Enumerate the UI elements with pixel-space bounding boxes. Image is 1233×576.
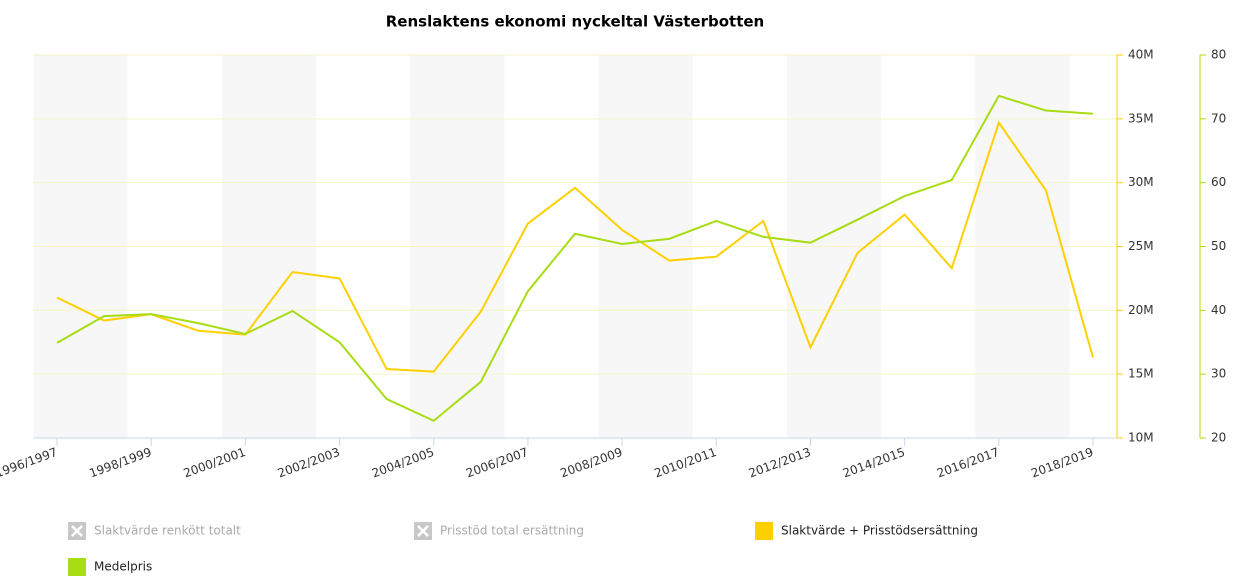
legend-icon	[755, 522, 773, 540]
y-tick-label: 40M	[1128, 48, 1154, 62]
x-tick-label: 2014/2015	[841, 445, 907, 480]
legend-item[interactable]: Slaktvärde renkött totalt	[68, 522, 241, 540]
x-tick-label: 2004/2005	[370, 445, 436, 480]
y2-tick-label: 60	[1211, 175, 1226, 189]
y-tick-label: 35M	[1128, 111, 1154, 125]
x-tick-label: 1998/1999	[87, 445, 153, 480]
series-line	[56, 94, 1094, 422]
y-tick-label: 30M	[1128, 175, 1154, 189]
x-tick-label: 2012/2013	[747, 445, 813, 480]
legend-icon	[68, 558, 86, 576]
legend-label: Medelpris	[94, 560, 152, 574]
y2-tick-label: 80	[1211, 48, 1226, 62]
y2-tick-label: 50	[1211, 239, 1226, 253]
y2-tick-label: 30	[1211, 367, 1226, 381]
legend-item[interactable]: Slaktvärde + Prisstödsersättning	[755, 522, 978, 540]
x-tick-label: 1996/1997	[0, 445, 59, 480]
legend-icon-x	[71, 525, 83, 537]
x-tick-label: 2002/2003	[276, 445, 342, 480]
y-tick-label: 20M	[1128, 303, 1154, 317]
chart-title: Renslaktens ekonomi nyckeltal Västerbott…	[386, 13, 764, 31]
legend-item[interactable]: Prisstöd total ersättning	[414, 522, 584, 540]
x-tick-label: 2016/2017	[935, 445, 1001, 480]
y-tick-label: 15M	[1128, 367, 1154, 381]
x-tick-label: 2008/2009	[558, 445, 624, 480]
y2-tick-label: 70	[1211, 111, 1226, 125]
legend-label: Slaktvärde + Prisstödsersättning	[781, 524, 978, 538]
series-line	[56, 120, 1094, 373]
y2-tick-label: 20	[1211, 431, 1226, 445]
legend-item[interactable]: Medelpris	[68, 558, 152, 576]
x-tick-label: 2010/2011	[653, 445, 719, 480]
y-tick-label: 10M	[1128, 431, 1154, 445]
legend-label: Prisstöd total ersättning	[440, 524, 584, 538]
x-tick-label: 2006/2007	[464, 445, 530, 480]
y-tick-label: 25M	[1128, 239, 1154, 253]
x-tick-label: 2000/2001	[182, 445, 248, 480]
y2-tick-label: 40	[1211, 303, 1226, 317]
legend-label: Slaktvärde renkött totalt	[94, 524, 241, 538]
x-tick-label: 2018/2019	[1029, 445, 1095, 480]
legend-icon-x	[417, 525, 429, 537]
